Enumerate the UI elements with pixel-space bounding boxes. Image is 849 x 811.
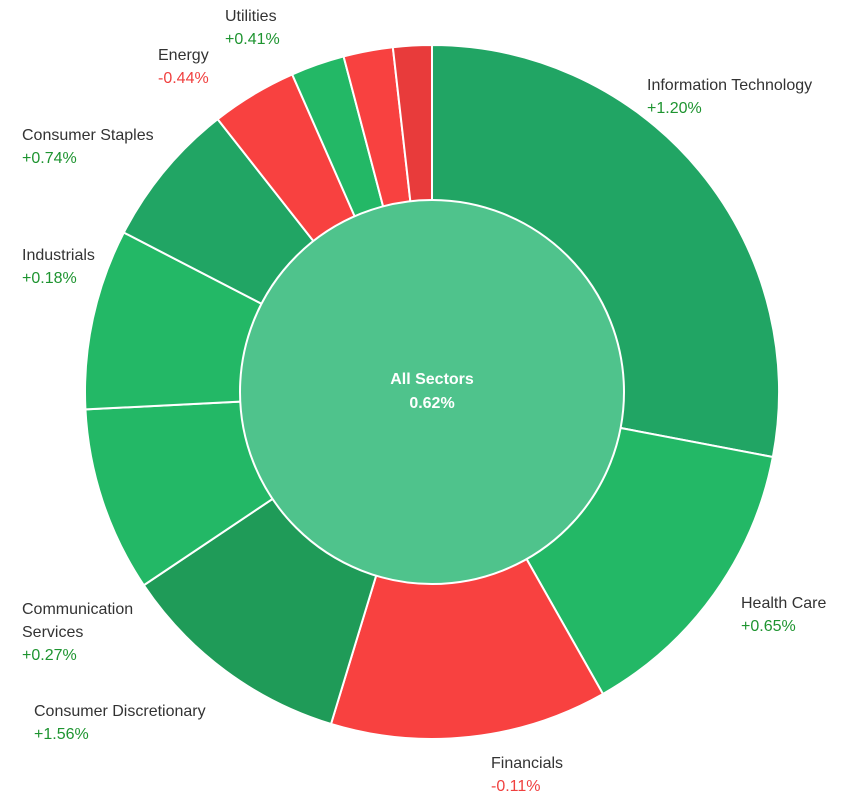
label-change: +0.65% bbox=[741, 618, 796, 635]
label-name: Industrials bbox=[22, 247, 95, 264]
label-name: Consumer Discretionary bbox=[34, 703, 206, 720]
label-industrials: Industrials +0.18% bbox=[22, 244, 95, 290]
label-change: -0.11% bbox=[491, 778, 541, 795]
label-energy: Energy -0.44% bbox=[158, 44, 209, 90]
label-change: +0.27% bbox=[22, 647, 77, 664]
label-consumer-discretionary: Consumer Discretionary +1.56% bbox=[34, 700, 206, 746]
label-name: Communication Services bbox=[22, 601, 134, 641]
center-circle[interactable] bbox=[239, 199, 625, 585]
label-information-technology: Information Technology +1.20% bbox=[647, 74, 812, 120]
label-name: Health Care bbox=[741, 595, 827, 612]
label-change: +1.56% bbox=[34, 726, 89, 743]
label-name: Energy bbox=[158, 47, 209, 64]
center-label: All Sectors bbox=[390, 371, 474, 388]
label-name: Consumer Staples bbox=[22, 127, 154, 144]
label-financials: Financials -0.11% bbox=[491, 752, 563, 798]
label-utilities: Utilities +0.41% bbox=[225, 5, 280, 51]
label-name: Information Technology bbox=[647, 77, 813, 94]
label-change: -0.44% bbox=[158, 70, 209, 87]
label-name: Utilities bbox=[225, 8, 277, 25]
center-value: 0.62% bbox=[409, 395, 454, 412]
label-communication-services: Communication Services +0.27% bbox=[22, 598, 133, 667]
label-change: +0.18% bbox=[22, 270, 77, 287]
label-health-care: Health Care +0.65% bbox=[741, 592, 826, 638]
label-change: +1.20% bbox=[647, 100, 702, 117]
label-name: Financials bbox=[491, 755, 564, 772]
label-change: +0.41% bbox=[225, 31, 280, 48]
label-change: +0.74% bbox=[22, 150, 77, 167]
donut-slices bbox=[84, 43, 780, 740]
label-consumer-staples: Consumer Staples +0.74% bbox=[22, 124, 154, 170]
